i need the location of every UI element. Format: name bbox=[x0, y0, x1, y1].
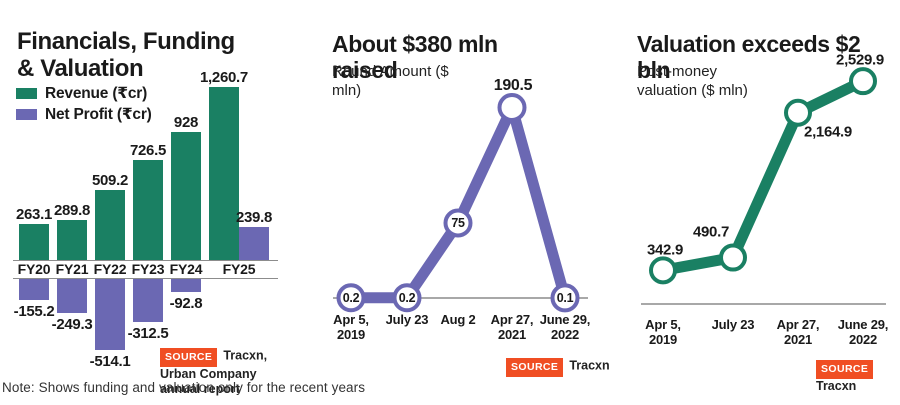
financials-panel-title: Financials, Funding & Valuation bbox=[17, 27, 235, 82]
bar-revenue-fy24 bbox=[171, 132, 201, 260]
valuation-point-value-label: 490.7 bbox=[692, 223, 730, 241]
bar-revenue-fy23 bbox=[133, 160, 163, 260]
axis-label-fy20: FY20 bbox=[17, 261, 51, 277]
funding-data-point-marker bbox=[443, 208, 473, 238]
bar-value-label: 928 bbox=[173, 114, 199, 132]
funding-x-tick-label: Apr 5, 2019 bbox=[333, 312, 369, 342]
bar-value-label: -514.1 bbox=[89, 352, 131, 370]
valuation-x-tick-label: June 29, 2022 bbox=[837, 317, 889, 347]
valuation-point-value-label: 342.9 bbox=[646, 241, 684, 259]
bar-value-label: -92.8 bbox=[169, 294, 203, 312]
funding-data-point-marker bbox=[497, 93, 527, 122]
source-badge: SOURCE bbox=[506, 358, 564, 377]
funding-point-value-label: 190.5 bbox=[493, 76, 533, 94]
funding-point-value-label: 0.2 bbox=[342, 290, 360, 305]
axis-label-fy21: FY21 bbox=[55, 261, 89, 277]
bar-net-profit-fy25 bbox=[239, 227, 269, 260]
bar-revenue-fy25 bbox=[209, 86, 239, 260]
net-profit-legend-swatch bbox=[16, 109, 37, 120]
valuation-line-series bbox=[662, 76, 866, 276]
legend-row-net-profit: Net Profit (₹cr) bbox=[16, 105, 152, 124]
funding-point-value-label: 0.1 bbox=[556, 290, 574, 305]
funding-line-series bbox=[351, 102, 571, 304]
revenue-legend-swatch bbox=[16, 88, 37, 99]
funding-data-point-marker bbox=[336, 283, 366, 313]
valuation-point-value-label: 2,529.9 bbox=[836, 51, 884, 69]
bar-value-label: -155.2 bbox=[13, 303, 55, 321]
net-profit-legend-label: Net Profit (₹cr) bbox=[45, 106, 152, 123]
axis-label-fy25: FY25 bbox=[222, 261, 256, 277]
bar-value-label: -249.3 bbox=[51, 316, 93, 334]
axis-label-fy23: FY23 bbox=[131, 261, 165, 277]
financials-source: SOURCE Tracxn, Urban Company annual repor… bbox=[160, 348, 296, 397]
funding-data-point-marker bbox=[392, 283, 422, 313]
bar-value-label: -312.5 bbox=[127, 324, 169, 342]
funding-data-point-marker bbox=[550, 283, 580, 313]
bar-net-profit-fy21 bbox=[57, 279, 87, 314]
valuation-point-value-label: 2,164.9 bbox=[804, 123, 852, 141]
bar-net-profit-fy22 bbox=[95, 279, 125, 350]
axis-label-fy22: FY22 bbox=[93, 261, 127, 277]
footnote: Note: Shows funding and valuation only f… bbox=[2, 380, 366, 395]
bar-value-label: 263.1 bbox=[15, 205, 53, 223]
valuation-data-point-marker bbox=[649, 256, 677, 285]
valuation-panel-title: Valuation exceeds $2 bln bbox=[637, 31, 861, 84]
funding-panel-title: About $380 mln raised bbox=[332, 31, 498, 84]
source-badge: SOURCE bbox=[160, 348, 218, 367]
funding-x-tick-label: July 23 bbox=[385, 312, 429, 327]
bar-revenue-fy22 bbox=[95, 189, 125, 260]
funding-source-text: Tracxn bbox=[569, 358, 610, 373]
bar-net-profit-fy23 bbox=[133, 279, 163, 322]
funding-x-tick-label: Aug 2 bbox=[440, 312, 476, 327]
funding-point-value-label: 75 bbox=[451, 216, 465, 230]
bar-axis-top-line bbox=[13, 259, 278, 261]
funding-panel-subtitle: Round Amount ($ mln) bbox=[332, 63, 449, 99]
bar-net-profit-fy24 bbox=[171, 279, 201, 292]
bar-value-label: 726.5 bbox=[129, 142, 167, 160]
valuation-source-text: Tracxn bbox=[816, 379, 857, 393]
bar-value-label: 1,260.7 bbox=[200, 68, 248, 86]
bar-net-profit-fy20 bbox=[19, 279, 49, 301]
valuation-panel-subtitle: Post-money valuation ($ mln) bbox=[637, 63, 748, 99]
valuation-data-point-marker bbox=[849, 67, 877, 96]
funding-x-tick-label: June 29, 2022 bbox=[539, 312, 591, 342]
bar-axis-bottom-line bbox=[13, 277, 278, 279]
legend-row-revenue: Revenue (₹cr) bbox=[16, 84, 147, 103]
axis-label-fy24: FY24 bbox=[169, 261, 203, 277]
bar-value-label: 509.2 bbox=[91, 171, 129, 189]
valuation-data-point-marker bbox=[719, 243, 747, 272]
valuation-x-tick-label: Apr 5, 2019 bbox=[645, 317, 681, 347]
valuation-source: SOURCETracxn bbox=[816, 360, 900, 394]
source-badge: SOURCE bbox=[816, 360, 874, 379]
financials-source-text: Tracxn, Urban Company annual report bbox=[160, 348, 268, 397]
bar-revenue-fy21 bbox=[57, 220, 87, 260]
funding-source: SOURCE Tracxn bbox=[506, 358, 610, 377]
bar-value-label: 239.8 bbox=[235, 209, 273, 227]
funding-point-value-label: 0.2 bbox=[398, 290, 416, 305]
revenue-legend-label: Revenue (₹cr) bbox=[45, 85, 148, 102]
bar-revenue-fy20 bbox=[19, 223, 49, 260]
funding-x-tick-label: Apr 27, 2021 bbox=[490, 312, 534, 342]
valuation-x-tick-label: Apr 27, 2021 bbox=[776, 317, 820, 347]
bar-value-label: 289.8 bbox=[53, 202, 91, 220]
valuation-x-tick-label: July 23 bbox=[711, 317, 755, 332]
valuation-data-point-marker bbox=[784, 98, 812, 127]
